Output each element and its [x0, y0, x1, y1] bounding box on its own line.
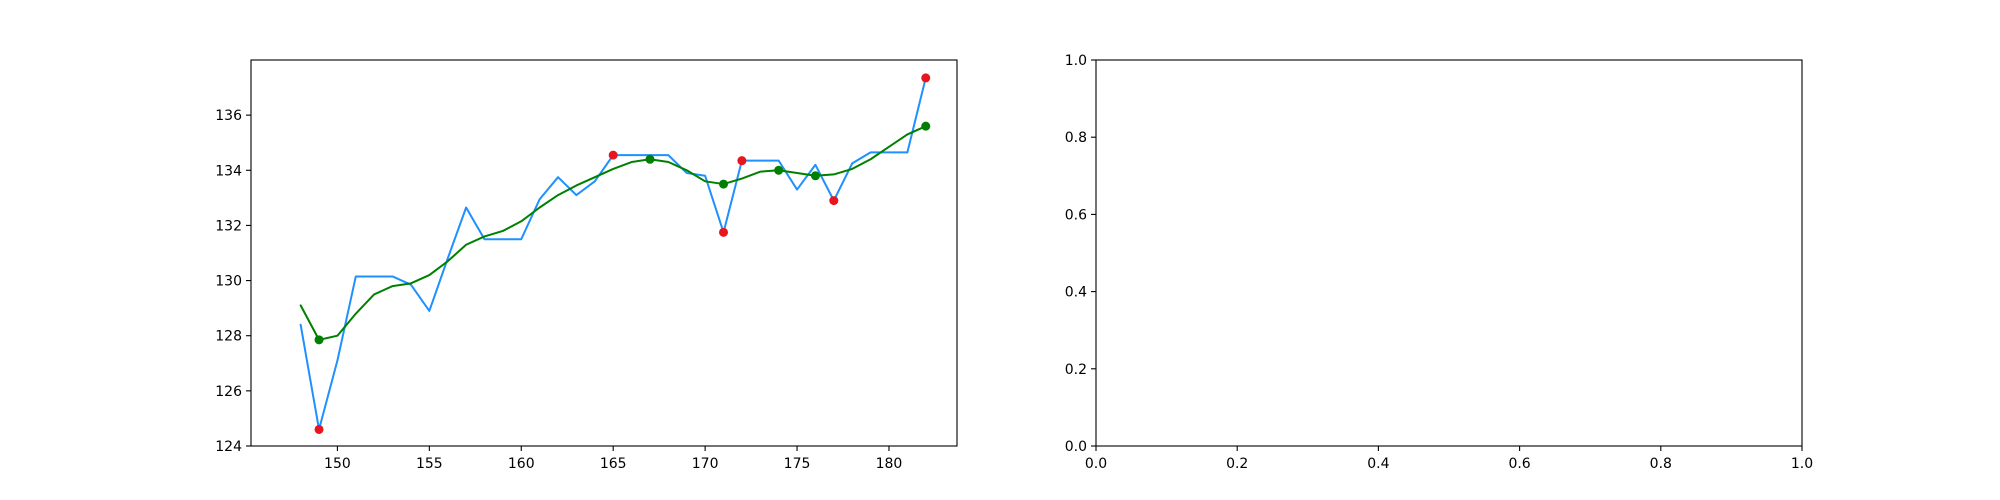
green-marker-point — [645, 154, 655, 164]
left-axes: 150 155 160 165 170 175 180 124 126 128 130 132 134… — [215, 59, 958, 472]
right-y-tick-label: 0.0 — [1065, 439, 1087, 455]
right-x-tick-label: 1.0 — [1791, 456, 1813, 472]
right-axes-frame — [1095, 59, 1803, 447]
smoothed-line — [299, 125, 927, 341]
green-marker-point — [921, 121, 931, 131]
right-y-tick-label: 0.6 — [1065, 207, 1087, 223]
left-y-tick-label: 130 — [215, 274, 242, 290]
right-y-tick-label: 0.8 — [1065, 130, 1087, 146]
red-marker-point — [921, 73, 931, 83]
green-marker-point — [719, 179, 729, 189]
left-x-tick-label: 155 — [416, 456, 443, 472]
red-marker-point — [314, 424, 324, 434]
left-y-tick-label: 134 — [215, 163, 242, 179]
left-x-tick-label: 180 — [876, 456, 903, 472]
red-marker-point — [737, 156, 747, 166]
right-x-tick-label: 0.2 — [1226, 456, 1248, 472]
left-y-tick-label: 128 — [215, 329, 242, 345]
right-axes: 0.0 0.2 0.4 0.6 0.8 1.0 0.0 0.2 0.4 0.6 0.8 1.0 — [1065, 53, 1813, 472]
left-y-tick-label: 132 — [215, 218, 242, 234]
green-marker-point — [774, 165, 784, 175]
red-marker-point — [608, 150, 618, 160]
right-y-axis-ticks: 0.0 0.2 0.4 0.6 0.8 1.0 — [1065, 53, 1096, 455]
left-x-tick-label: 165 — [600, 456, 627, 472]
green-marker-point — [810, 171, 820, 181]
right-x-tick-label: 0.6 — [1508, 456, 1530, 472]
right-y-tick-label: 0.4 — [1065, 285, 1087, 301]
left-x-tick-label: 150 — [324, 456, 351, 472]
red-marker-point — [719, 227, 729, 237]
left-x-axis-ticks: 150 155 160 165 170 175 180 — [324, 446, 902, 472]
red-marker-point — [829, 196, 839, 206]
right-x-tick-label: 0.8 — [1650, 456, 1672, 472]
left-plot-area — [299, 73, 931, 434]
left-x-tick-label: 160 — [508, 456, 535, 472]
left-y-axis-ticks: 124 126 128 130 132 134 136 — [215, 108, 251, 455]
left-axes-frame — [250, 59, 958, 447]
right-y-tick-label: 0.2 — [1065, 362, 1087, 378]
right-x-tick-label: 0.0 — [1085, 456, 1107, 472]
right-x-tick-label: 0.4 — [1367, 456, 1389, 472]
left-y-tick-label: 124 — [215, 439, 242, 455]
green-marker-point — [314, 335, 324, 345]
right-y-tick-label: 1.0 — [1065, 53, 1087, 69]
left-y-tick-label: 136 — [215, 108, 242, 124]
right-x-axis-ticks: 0.0 0.2 0.4 0.6 0.8 1.0 — [1085, 446, 1813, 472]
left-x-tick-label: 170 — [692, 456, 719, 472]
left-y-tick-label: 126 — [215, 384, 242, 400]
left-x-tick-label: 175 — [784, 456, 811, 472]
